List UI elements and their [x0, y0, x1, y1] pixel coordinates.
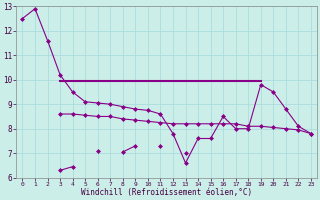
X-axis label: Windchill (Refroidissement éolien,°C): Windchill (Refroidissement éolien,°C) — [81, 188, 252, 197]
